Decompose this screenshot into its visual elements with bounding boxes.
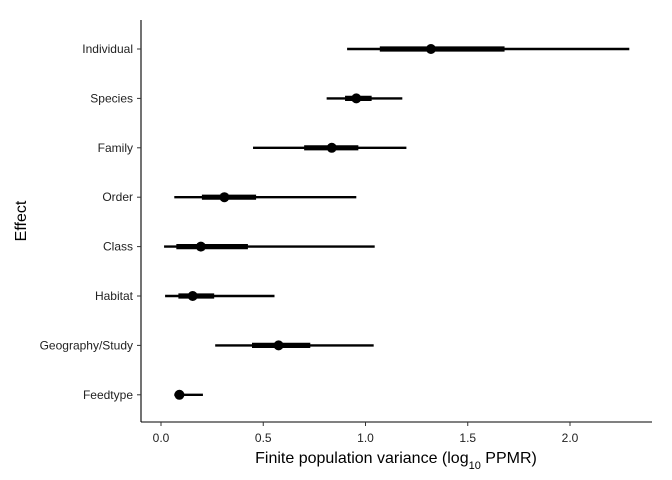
x-axis-ticks: 0.0 0.5 1.0 1.5 2.0 xyxy=(153,422,579,445)
chart-axes xyxy=(140,20,652,423)
y-axis-ticks: Individual Species Family Order Class Habitat… xyxy=(40,42,141,402)
estimate-point-habitat xyxy=(187,291,198,301)
x-tick-label: 1.5 xyxy=(459,431,476,445)
x-tick-label: 0.5 xyxy=(255,431,272,445)
interval-geography-study xyxy=(215,340,374,351)
interval-feedtype xyxy=(174,389,203,400)
interval-individual xyxy=(347,44,630,54)
estimate-point-species xyxy=(351,93,362,104)
y-tick-label: Order xyxy=(102,190,133,204)
interval-class xyxy=(164,241,375,252)
interval-habitat xyxy=(165,291,275,301)
estimate-point-order xyxy=(219,192,230,203)
y-tick-label: Family xyxy=(98,141,133,155)
interval-order xyxy=(174,192,357,203)
estimate-point-class xyxy=(195,241,206,252)
x-tick-label: 0.0 xyxy=(153,431,170,445)
y-tick-label: Geography/Study xyxy=(40,338,133,352)
x-tick-label: 2.0 xyxy=(562,431,579,445)
estimate-point-feedtype xyxy=(174,389,185,400)
y-tick-label: Class xyxy=(103,240,133,254)
chart-marks xyxy=(164,44,630,400)
y-tick-label: Feedtype xyxy=(83,388,133,402)
x-tick-label: 1.0 xyxy=(357,431,374,445)
x-axis-title: Finite population variance (log10 PPMR) xyxy=(255,450,537,472)
y-axis-title: Effect xyxy=(13,200,30,241)
y-tick-label: Species xyxy=(90,91,133,105)
interval-family xyxy=(253,142,407,153)
estimate-point-geography-study xyxy=(273,340,284,351)
interval-species xyxy=(326,93,403,104)
y-tick-label: Habitat xyxy=(95,289,134,303)
estimate-point-family xyxy=(326,142,337,153)
y-tick-label: Individual xyxy=(82,42,133,56)
estimate-point-individual xyxy=(425,44,436,54)
